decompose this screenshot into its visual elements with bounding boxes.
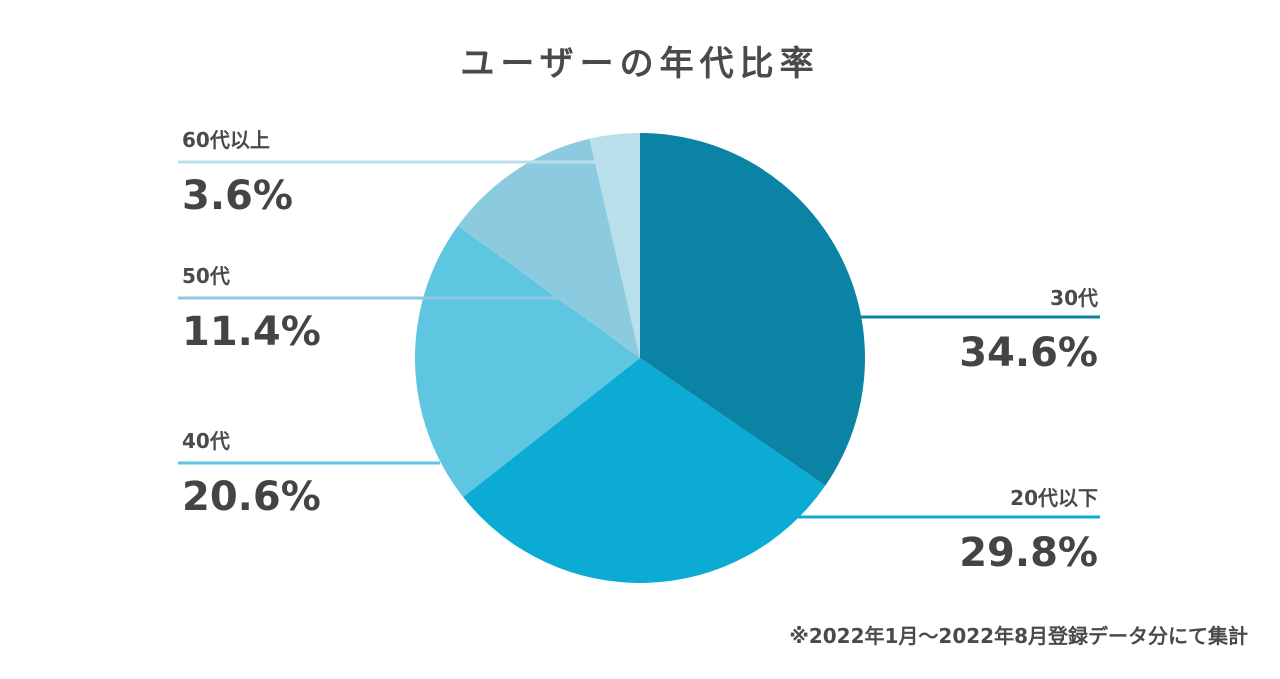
slice-50s xyxy=(457,138,640,358)
value-40s: 20.6% xyxy=(182,474,321,520)
slice-60s-and-over xyxy=(589,133,640,358)
value-50s: 11.4% xyxy=(182,309,321,355)
slice-40s xyxy=(415,225,640,498)
label-30s: 30代 xyxy=(1050,286,1098,310)
slice-30s xyxy=(640,133,865,486)
label-20s-and-under: 20代以下 xyxy=(1010,486,1098,510)
value-60s-and-over: 3.6% xyxy=(182,173,293,219)
value-20s-and-under: 29.8% xyxy=(959,530,1098,576)
label-40s: 40代 xyxy=(182,429,230,453)
label-50s: 50代 xyxy=(182,264,230,288)
footnote: ※2022年1月〜2022年8月登録データ分にて集計 xyxy=(789,624,1248,648)
slice-20s-and-under xyxy=(463,358,826,583)
chart-title: ユーザーの年代比率 xyxy=(460,44,820,84)
value-30s: 34.6% xyxy=(959,330,1098,376)
label-60s-and-over: 60代以上 xyxy=(182,128,270,152)
